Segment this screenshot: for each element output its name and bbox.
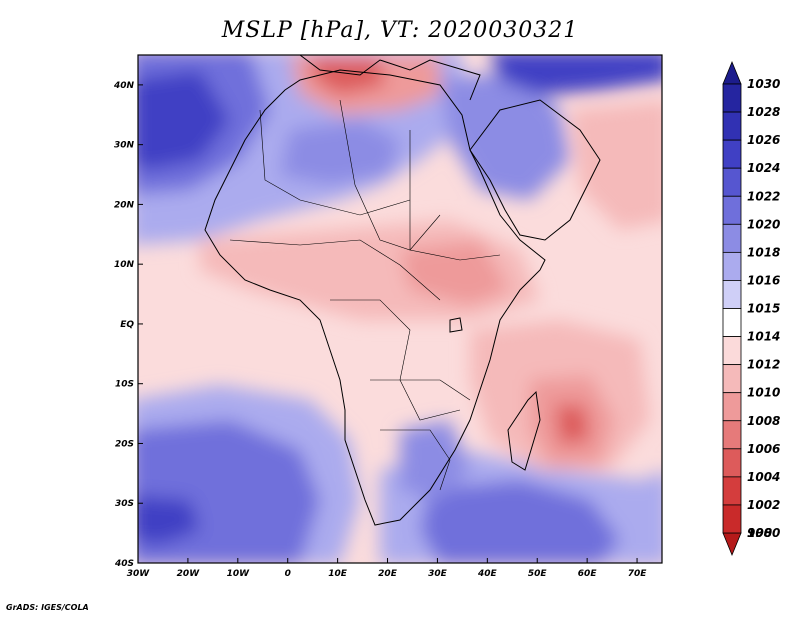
colorbar-label: 1026 xyxy=(747,133,780,147)
colorbar-bottom-arrow xyxy=(722,532,742,557)
colorbar-swatch xyxy=(722,392,742,422)
x-tick-label: 20E xyxy=(378,569,398,579)
chart-title: MSLP [hPa], VT: 2020030321 xyxy=(221,18,579,43)
colorbar-swatch xyxy=(722,364,742,394)
x-tick-label: 30E xyxy=(428,569,448,579)
colorbar-label: 1008 xyxy=(747,414,780,428)
country-borders xyxy=(229,99,501,491)
colorbar-label: 1030 xyxy=(747,77,780,91)
colorbar-swatch xyxy=(722,223,742,253)
colorbar-swatch xyxy=(722,111,742,141)
border-line xyxy=(330,299,461,421)
x-tick-label: 30W xyxy=(127,569,151,579)
colorbar-top-arrow xyxy=(722,60,742,85)
x-tick-label: 60E xyxy=(578,569,598,579)
border-line xyxy=(339,99,441,251)
plot-frame xyxy=(137,54,663,564)
colorbar-swatch xyxy=(722,308,742,337)
madagascar-coastline xyxy=(507,390,541,471)
mediterranean-low-core xyxy=(310,58,385,95)
y-tick-label: 10S xyxy=(115,380,134,390)
colorbar-label: 1002 xyxy=(747,498,780,512)
colorbar-swatch xyxy=(722,420,742,450)
colorbar-label: 1018 xyxy=(747,245,780,259)
colorbar-label: 1010 xyxy=(747,386,780,400)
africa-coastline xyxy=(204,69,546,526)
colorbar-label: 1012 xyxy=(747,358,780,372)
x-tick-label: 20W xyxy=(177,569,201,579)
y-tick-label: 40S xyxy=(114,559,134,569)
colorbar-swatch xyxy=(722,251,742,281)
sahara-high xyxy=(280,120,400,185)
arabia-coastline xyxy=(469,99,601,241)
border-line xyxy=(380,429,451,491)
colorbar-label: 1014 xyxy=(747,330,780,344)
map-axes: 30W 20W 10W 0 10E 20E 30E 40E 50E 60E 70E 40N 30N 20N… xyxy=(113,81,647,579)
border-line xyxy=(259,109,411,216)
lake-victoria xyxy=(449,317,463,333)
colorbar-label: 1004 xyxy=(747,470,780,484)
grads-credit: GrADS: IGES/COLA xyxy=(6,603,89,612)
y-tick-label: 30S xyxy=(115,499,134,509)
colorbar-label: 1016 xyxy=(747,273,780,287)
x-tick-label: 10E xyxy=(328,569,348,579)
colorbar-label: 1006 xyxy=(747,442,780,456)
y-tick-label: 40N xyxy=(113,81,135,91)
y-tick-label: EQ xyxy=(120,320,134,330)
colorbar-swatch xyxy=(722,476,742,506)
colorbar-label: 998 xyxy=(747,526,772,540)
x-tick-label: 50E xyxy=(528,569,548,579)
x-tick-label: 0 xyxy=(285,569,291,579)
colorbar-swatch xyxy=(722,336,742,366)
arabia-low xyxy=(570,100,662,230)
colorbar-swatch xyxy=(722,83,742,113)
colorbar-swatch xyxy=(722,448,742,478)
pressure-field xyxy=(138,55,662,563)
colorbar-label: 1024 xyxy=(747,161,780,175)
south-indian-high-core xyxy=(420,480,620,563)
colorbar-swatch xyxy=(722,504,742,534)
middle-east-high xyxy=(440,70,570,200)
coastlines xyxy=(204,55,601,526)
colorbar-swatch xyxy=(722,195,742,225)
asia-high xyxy=(491,55,662,95)
colorbar-swatch xyxy=(722,167,742,197)
colorbar: 1030 1028 1026 1024 1022 1020 1018 1016 1015 1014… xyxy=(722,60,780,557)
madagascar-low-core xyxy=(555,405,590,445)
y-tick-label: 10N xyxy=(114,260,135,270)
y-tick-label: 30N xyxy=(114,141,135,151)
x-tick-label: 40E xyxy=(477,569,498,579)
y-tick-label: 20S xyxy=(115,439,134,449)
colorbar-swatch xyxy=(722,280,742,309)
border-line xyxy=(370,379,471,401)
colorbar-label: 1022 xyxy=(747,189,780,203)
azores-high-center xyxy=(138,70,230,170)
southern-africa-high xyxy=(400,420,470,500)
colorbar-label: 1028 xyxy=(747,105,780,119)
colorbar-label: 1020 xyxy=(747,217,780,231)
south-atlantic-high-center xyxy=(138,495,200,545)
border-line xyxy=(409,130,501,261)
colorbar-label: 1000 xyxy=(747,526,780,540)
border-line xyxy=(229,239,441,301)
europe-coastline xyxy=(299,55,481,101)
x-tick-label: 70E xyxy=(628,569,648,579)
colorbar-label: 1015 xyxy=(747,302,780,316)
y-tick-label: 20N xyxy=(114,200,135,210)
colorbar-swatch xyxy=(722,139,742,169)
x-tick-label: 10W xyxy=(227,569,251,579)
